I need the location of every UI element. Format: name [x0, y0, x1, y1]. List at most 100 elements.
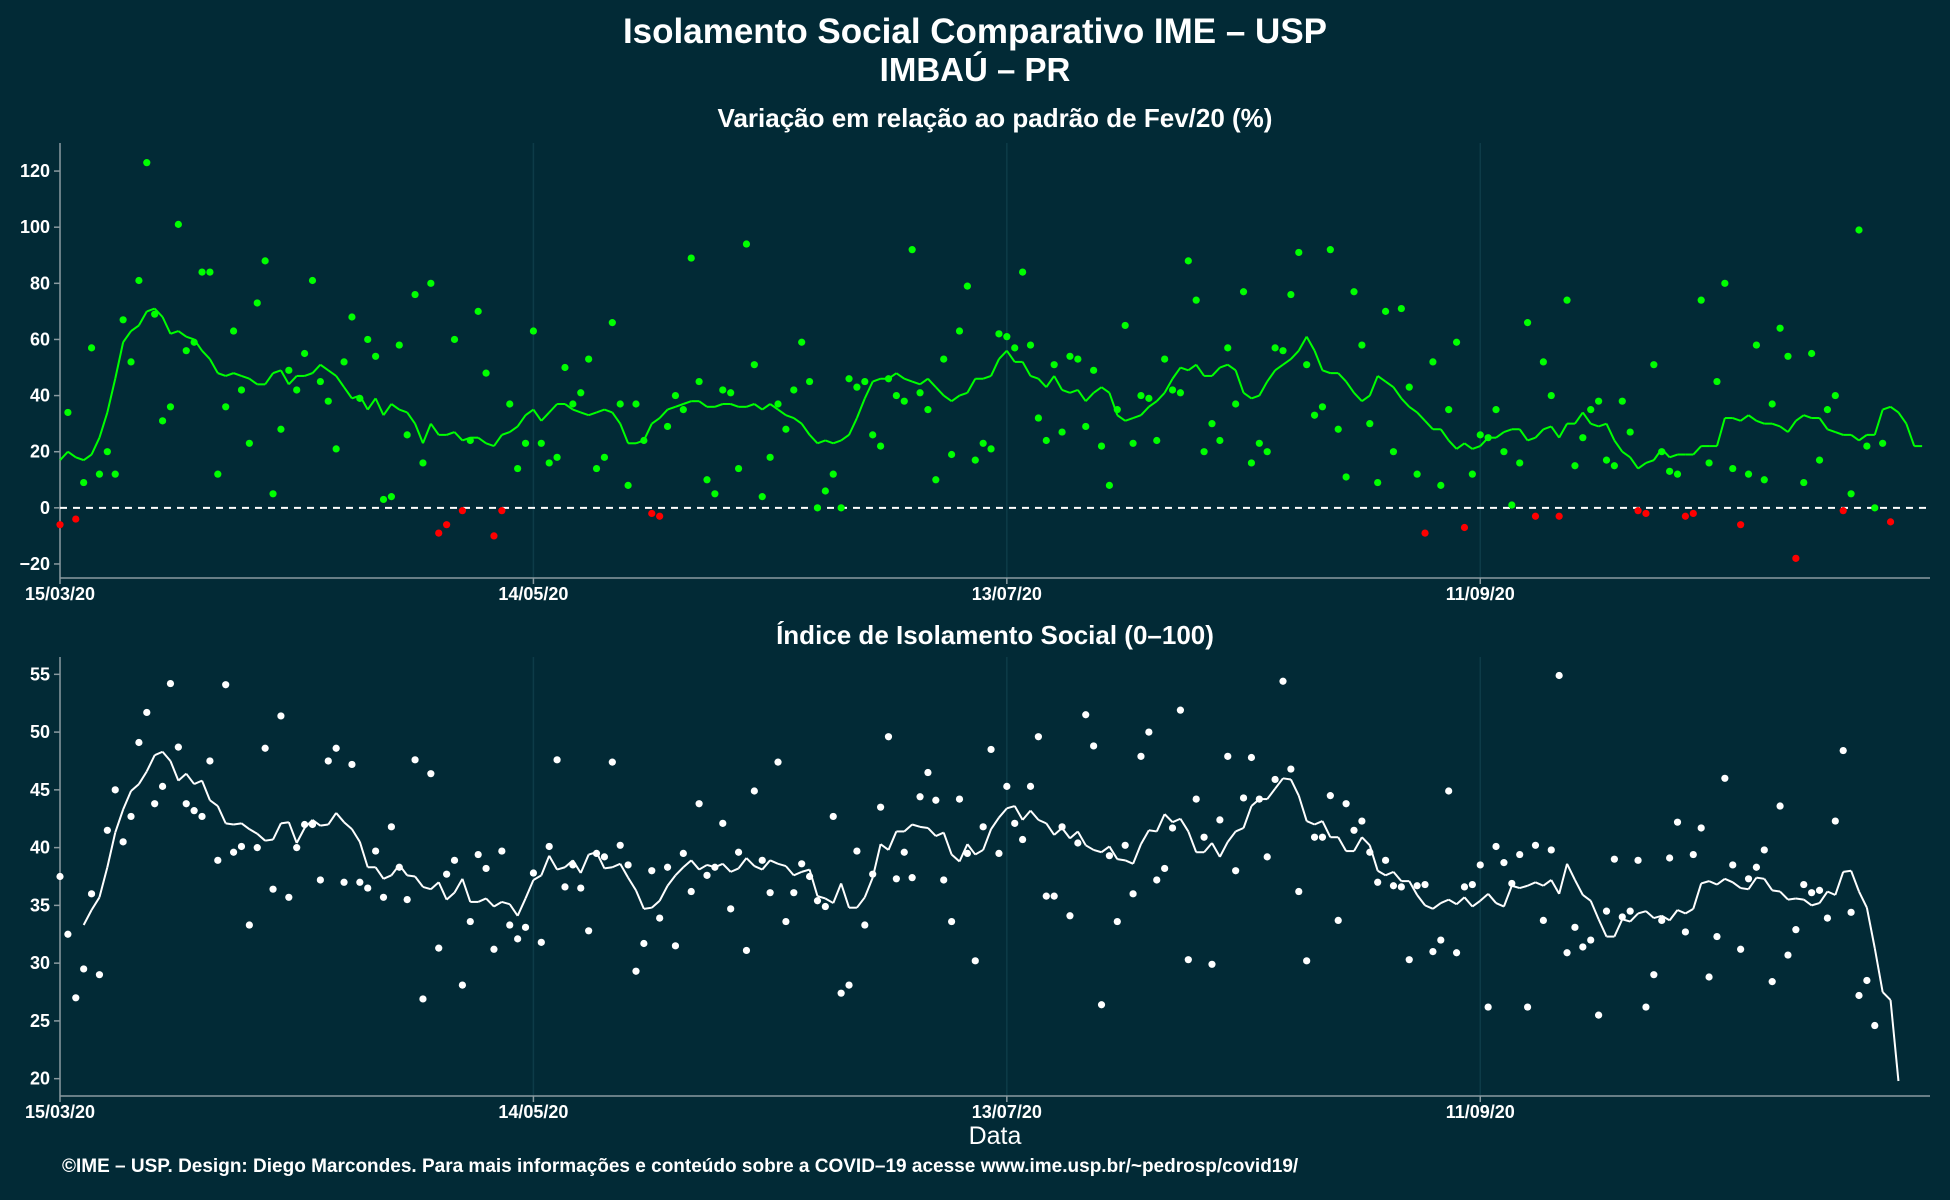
data-point: [293, 386, 301, 394]
trend-segment: [233, 372, 242, 377]
data-point: [1673, 818, 1682, 826]
trend-segment: [1574, 411, 1584, 425]
trend-segment: [1242, 391, 1253, 400]
trend-segment: [82, 909, 93, 926]
trend-segment: [75, 456, 85, 462]
trend-segment: [1155, 813, 1166, 832]
data-point: [742, 946, 751, 955]
trend-segment: [1582, 411, 1592, 425]
trend-segment: [264, 372, 274, 385]
data-point: [229, 848, 238, 856]
trend-segment: [154, 750, 163, 757]
trend-segment: [1235, 827, 1244, 833]
trend-segment: [193, 779, 203, 785]
data-point: [190, 807, 198, 815]
trend-segment: [1306, 820, 1315, 826]
trend-segment: [1219, 363, 1229, 369]
data-point: [1303, 957, 1311, 965]
data-point: [482, 369, 490, 377]
trend-segment: [414, 423, 424, 444]
data-point: [1074, 839, 1082, 847]
trend-segment: [579, 854, 590, 874]
data-point: [1863, 976, 1871, 985]
data-point: [1113, 917, 1121, 926]
data-point: [1255, 795, 1263, 803]
data-point: [805, 872, 814, 881]
trend-segment: [698, 864, 708, 871]
trend-segment: [406, 411, 416, 425]
trend-segment: [950, 853, 961, 863]
data-point: [876, 442, 885, 450]
trend-segment: [1897, 411, 1908, 425]
data-point: [971, 957, 979, 965]
trend-segment: [1432, 902, 1442, 910]
trend-segment: [658, 408, 669, 419]
data-point: [719, 819, 727, 827]
trend-segment: [59, 451, 69, 461]
trend-segment: [627, 877, 637, 891]
data-point: [1066, 352, 1074, 360]
data-point: [734, 848, 743, 856]
data-point: [663, 422, 672, 431]
data-point: [577, 884, 585, 892]
trend-segment: [453, 878, 464, 894]
data-point: [987, 445, 995, 453]
trend-segment: [288, 375, 298, 386]
trend-segment: [1085, 392, 1095, 402]
trend-segment: [422, 885, 432, 891]
trend-segment: [209, 358, 219, 374]
trend-segment: [737, 857, 748, 870]
data-point: [245, 439, 253, 447]
data-point: [1121, 321, 1129, 330]
data-point: [845, 375, 853, 383]
data-point: [1145, 394, 1153, 402]
data-point: [1871, 504, 1879, 512]
trend-segment: [319, 363, 329, 372]
trend-segment: [1818, 417, 1829, 430]
trend-segment: [1645, 459, 1655, 464]
trend-segment: [161, 751, 172, 762]
data-point: [1168, 386, 1177, 394]
data-point: [411, 290, 419, 299]
trend-segment: [177, 772, 187, 782]
trend-segment: [1416, 894, 1426, 906]
trend-segment: [903, 823, 913, 833]
x-tick-label: 15/03/20: [25, 1102, 95, 1122]
data-point: [364, 884, 372, 892]
trend-segment: [643, 906, 652, 910]
data-point: [490, 945, 498, 953]
x-axis-label: Data: [968, 1122, 1022, 1150]
trend-segment: [1100, 386, 1110, 394]
trend-segment: [1234, 369, 1245, 394]
data-point: [861, 921, 869, 929]
y-tick-label: 60: [30, 329, 50, 349]
data-point: [711, 490, 719, 498]
trend-segment: [437, 881, 448, 901]
trend-segment: [1629, 456, 1639, 470]
trend-segment: [761, 403, 771, 411]
data-point: [1303, 361, 1311, 369]
trend-segment: [793, 417, 803, 425]
data-point: [1602, 907, 1611, 915]
data-point: [948, 450, 956, 459]
data-point: [269, 490, 277, 498]
trend-segment: [651, 900, 661, 909]
data-point: [443, 521, 451, 529]
data-point: [1484, 434, 1492, 442]
trend-segment: [1747, 414, 1757, 422]
data-point: [356, 878, 364, 886]
trend-segment: [879, 843, 890, 851]
data-point: [198, 268, 206, 276]
trend-segment: [1187, 831, 1198, 853]
trend-segment: [1471, 899, 1481, 908]
trend-segment: [990, 817, 1000, 830]
trend-segment: [83, 453, 93, 461]
trend-segment: [1590, 422, 1599, 428]
data-point: [1760, 846, 1768, 854]
trend-segment: [596, 408, 605, 414]
y-tick-label: 35: [30, 895, 50, 915]
data-point: [1808, 889, 1816, 897]
data-point: [198, 812, 206, 821]
trend-segment: [170, 330, 179, 335]
data-point: [387, 823, 395, 831]
